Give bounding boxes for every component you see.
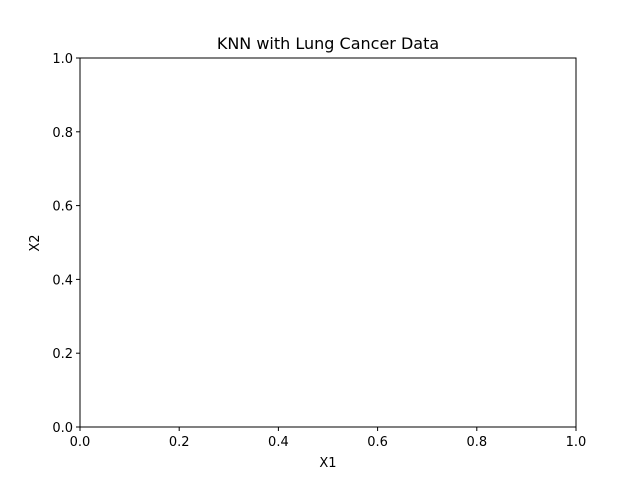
x-tick-label: 1.0 [566,435,587,450]
x-tick-label: 0.2 [169,435,190,450]
y-tick-label: 0.6 [52,200,73,215]
x-tick-label: 0.0 [70,435,91,450]
y-tick-label: 0.2 [52,347,73,362]
y-tick-label: 0.8 [52,126,73,141]
chart-title: KNN with Lung Cancer Data [217,34,439,53]
y-tick-label: 0.0 [52,421,73,436]
y-axis-ticks: 0.0 0.2 0.4 0.6 0.8 1.0 [52,52,80,436]
x-tick-label: 0.4 [268,435,289,450]
y-tick-label: 1.0 [52,52,73,67]
x-axis-label: X1 [319,456,336,471]
y-tick-label: 0.4 [52,273,73,288]
x-tick-label: 0.6 [367,435,388,450]
plot-area [79,57,577,428]
x-tick-label: 0.8 [466,435,487,450]
y-axis-label: X2 [28,234,43,251]
x-axis-ticks: 0.0 0.2 0.4 0.6 0.8 1.0 [70,427,587,450]
